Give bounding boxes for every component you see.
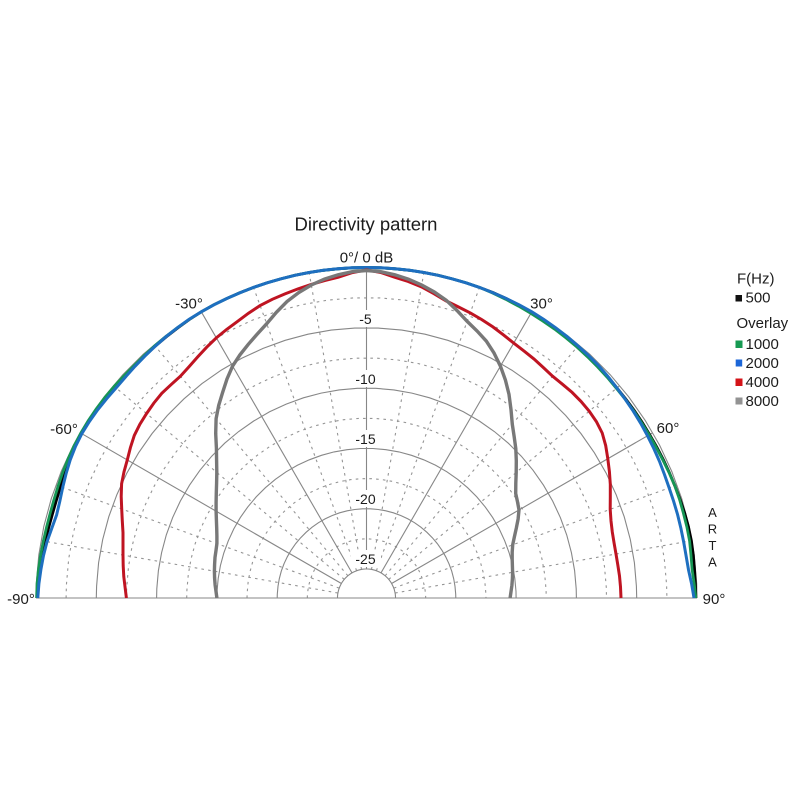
svg-text:1000: 1000	[746, 336, 779, 353]
svg-text:-25: -25	[355, 551, 375, 567]
svg-text:-90°: -90°	[7, 591, 35, 608]
svg-text:T: T	[709, 538, 717, 553]
svg-text:Overlay: Overlay	[737, 315, 789, 332]
svg-text:-20: -20	[355, 491, 375, 507]
svg-text:-60°: -60°	[50, 421, 78, 438]
svg-text:-5: -5	[359, 311, 372, 327]
svg-text:2000: 2000	[746, 355, 779, 372]
svg-text:-15: -15	[355, 431, 375, 447]
svg-text:A: A	[708, 555, 717, 570]
svg-text:60°: 60°	[657, 420, 680, 437]
svg-text:0°/ 0 dB: 0°/ 0 dB	[340, 250, 394, 267]
svg-text:Directivity pattern: Directivity pattern	[295, 214, 438, 235]
svg-text:8000: 8000	[746, 393, 779, 410]
svg-text:90°: 90°	[703, 591, 726, 608]
svg-text:R: R	[708, 522, 717, 537]
svg-text:A: A	[708, 505, 717, 520]
svg-text:30°: 30°	[530, 296, 553, 313]
svg-text:4000: 4000	[746, 374, 779, 391]
svg-text:F(Hz): F(Hz)	[737, 271, 775, 288]
svg-text:-10: -10	[355, 371, 375, 387]
svg-text:500: 500	[746, 290, 771, 307]
svg-text:-30°: -30°	[175, 296, 203, 313]
